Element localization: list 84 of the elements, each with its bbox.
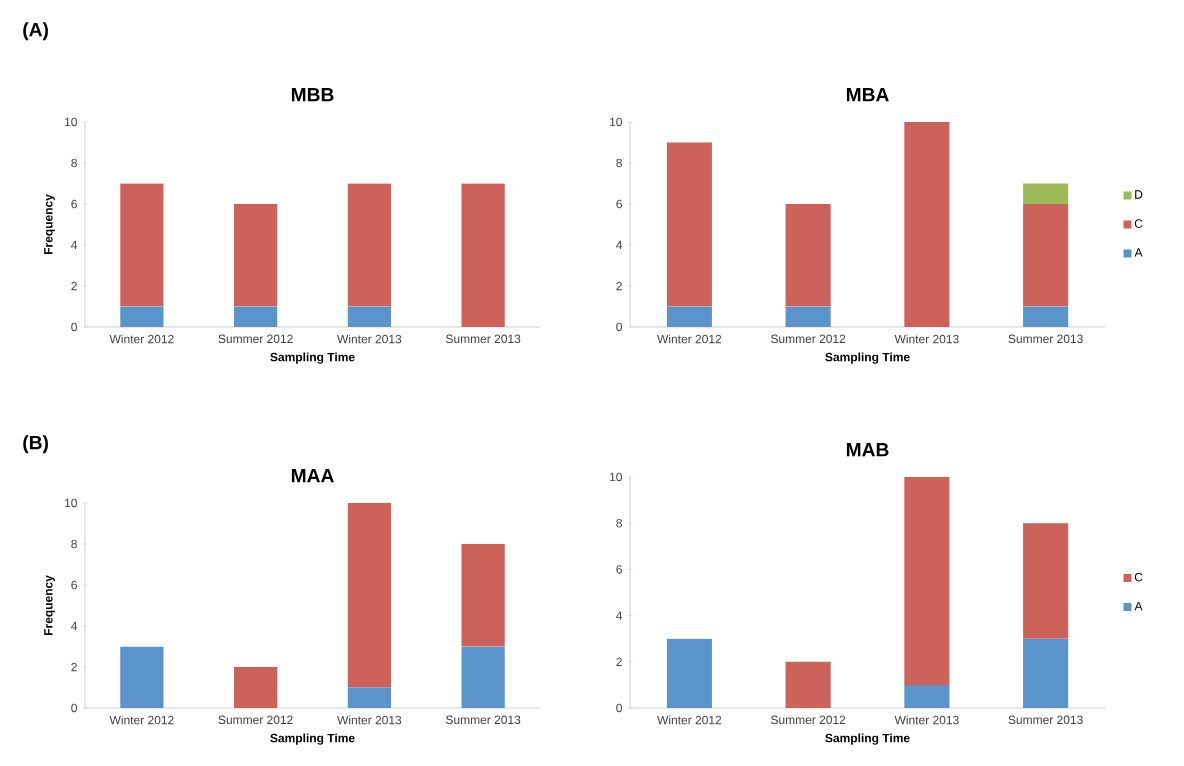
x-tick-label: Summer 2013 <box>445 715 521 725</box>
bar <box>904 476 950 685</box>
y-tick-label: 2 <box>71 281 77 291</box>
x-axis-title: Sampling Time <box>270 733 355 745</box>
chart-title: MAB <box>846 443 889 457</box>
text: (A) <box>23 22 48 41</box>
bar <box>234 666 278 708</box>
legend-label: A <box>1134 248 1143 257</box>
x-tick-label: Summer 2013 <box>445 334 521 344</box>
y-tick-label: 2 <box>71 662 77 672</box>
y-tick-label: 6 <box>71 199 77 209</box>
y-tick-label: 4 <box>616 611 623 620</box>
bar <box>666 306 712 327</box>
y-tick-label: 10 <box>610 117 622 127</box>
bar <box>347 183 391 307</box>
y-tick-label: 2 <box>616 281 622 291</box>
chart-title: MBA <box>846 88 889 102</box>
x-tick-label: Winter 2012 <box>657 715 722 725</box>
bar <box>785 306 831 327</box>
x-tick-label: Winter 2013 <box>337 334 402 344</box>
bar <box>461 183 505 327</box>
y-tick-label: 4 <box>71 621 78 631</box>
y-tick-label: 2 <box>616 657 622 666</box>
bar <box>904 684 950 708</box>
x-tick-label: Winter 2013 <box>337 715 402 725</box>
bar <box>120 306 164 327</box>
y-tick-label: 6 <box>71 580 77 590</box>
bar <box>904 121 950 327</box>
bar <box>347 306 391 327</box>
chart-title: MAA <box>291 469 334 483</box>
bar <box>785 203 831 307</box>
y-tick-label: 10 <box>65 117 77 127</box>
text: (B) <box>23 435 48 454</box>
bar <box>1023 306 1069 327</box>
y-axis-title: Frequency <box>44 194 55 255</box>
bar <box>120 646 164 708</box>
y-tick-label: 0 <box>71 322 77 332</box>
x-tick-label: Summer 2012 <box>218 715 293 725</box>
bar <box>1023 203 1069 307</box>
x-tick-label: Summer 2013 <box>1008 334 1083 344</box>
bar <box>461 543 505 647</box>
y-tick-label: 8 <box>616 158 622 168</box>
y-tick-label: 6 <box>616 565 622 574</box>
y-axis-title: Frequency <box>44 575 55 636</box>
y-tick-label: 0 <box>71 703 77 713</box>
y-tick-label: 8 <box>71 539 77 549</box>
x-tick-label: Winter 2012 <box>109 715 174 725</box>
bar <box>1023 523 1069 639</box>
y-tick-label: 0 <box>616 322 622 332</box>
x-tick-label: Summer 2012 <box>770 715 846 725</box>
x-tick-label: Winter 2013 <box>894 715 959 725</box>
bar <box>666 142 712 307</box>
x-axis-title: Sampling Time <box>825 733 910 745</box>
y-tick-label: 6 <box>616 199 622 209</box>
chart-title: MBB <box>291 88 334 102</box>
legend-label: C <box>1134 572 1143 582</box>
y-tick-label: 0 <box>616 703 622 713</box>
x-tick-label: Summer 2012 <box>770 334 846 344</box>
bar <box>120 183 164 307</box>
x-tick-label: Winter 2012 <box>657 334 722 344</box>
y-tick-label: 4 <box>616 240 623 250</box>
legend-label: C <box>1134 219 1143 228</box>
y-tick-label: 8 <box>71 158 77 168</box>
bar <box>234 203 278 307</box>
y-tick-label: 10 <box>610 472 622 482</box>
bar <box>234 306 278 327</box>
y-tick-label: 4 <box>71 240 78 250</box>
y-tick-label: 10 <box>65 498 77 508</box>
legend-label: A <box>1134 601 1143 611</box>
y-tick-label: 8 <box>616 518 622 528</box>
x-axis-title: Sampling Time <box>825 352 910 364</box>
x-tick-label: Summer 2013 <box>1008 715 1083 725</box>
x-tick-label: Winter 2013 <box>894 334 959 344</box>
legend-label: D <box>1135 190 1143 199</box>
x-axis-title: Sampling Time <box>270 352 355 364</box>
bar <box>1023 638 1069 708</box>
bar <box>785 661 831 708</box>
x-tick-label: Winter 2012 <box>109 334 174 344</box>
bar <box>347 687 391 708</box>
bar <box>347 502 391 688</box>
bar <box>461 646 505 708</box>
x-tick-label: Summer 2012 <box>218 334 293 344</box>
bar <box>666 638 712 708</box>
bar <box>1023 183 1069 204</box>
